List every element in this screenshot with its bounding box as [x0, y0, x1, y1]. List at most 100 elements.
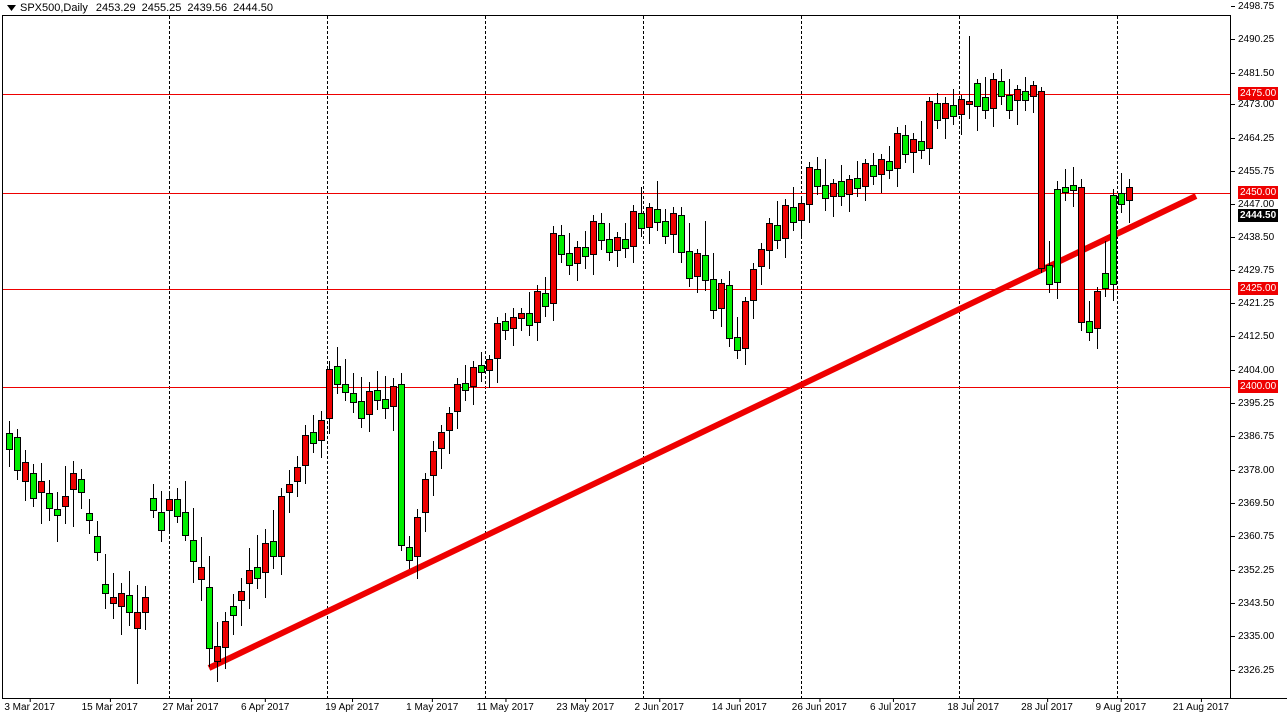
candle-body — [1086, 321, 1093, 333]
candle-body — [542, 293, 549, 307]
time-label: 21 Aug 2017 — [1172, 702, 1229, 713]
candle-body — [318, 420, 325, 441]
time-axis[interactable]: 3 Mar 2017 15 Mar 2017 27 Mar 2017 6 Apr 20… — [2, 698, 1287, 723]
time-axis-tick: 23 May 2017 — [556, 698, 614, 713]
candlestick-series — [3, 16, 1230, 698]
candle-body — [214, 646, 221, 662]
time-label: 6 Apr 2017 — [240, 702, 290, 713]
candle-body — [534, 291, 541, 323]
candle-wick — [385, 376, 386, 419]
candle-body — [1078, 187, 1085, 323]
time-axis-tick: 27 Mar 2017 — [162, 698, 219, 713]
candle-wick — [121, 583, 122, 635]
candle-body — [1046, 265, 1053, 285]
price-axis-current-label[interactable]: 2444.50 — [1231, 209, 1287, 222]
candle-body — [830, 183, 837, 197]
time-label: 11 May 2017 — [476, 702, 534, 713]
tick-mark — [1120, 698, 1122, 702]
candle-body — [438, 432, 445, 449]
price-axis-level-label[interactable]: 2400.00 — [1231, 380, 1287, 393]
candle-body — [198, 567, 205, 580]
tick-mark — [1231, 171, 1235, 172]
candle-body — [350, 393, 357, 403]
price-value: 2429.75 — [1238, 265, 1275, 276]
candle-body — [1062, 187, 1069, 193]
candle-body — [862, 163, 869, 187]
candle-body — [942, 103, 949, 119]
tick-mark — [1231, 138, 1235, 139]
candle-body — [758, 249, 765, 267]
tick-mark — [1231, 288, 1235, 289]
candle-body — [790, 207, 797, 223]
tick-mark — [1231, 73, 1235, 74]
tick-mark — [1231, 603, 1235, 604]
candle-body — [910, 139, 917, 153]
price-axis-tick: 2421.25 — [1231, 298, 1287, 309]
candle-body — [230, 606, 237, 616]
candle-body — [446, 413, 453, 431]
tick-mark — [1231, 370, 1235, 371]
chevron-down-icon[interactable] — [4, 1, 18, 15]
candle-body — [398, 384, 405, 546]
tick-mark — [1231, 470, 1235, 471]
candle-body — [926, 101, 933, 149]
time-label: 26 Jun 2017 — [791, 702, 847, 713]
price-axis[interactable]: 2498.75 2490.25 2481.50 2475.00 2473.00 2464.… — [1230, 1, 1287, 709]
tick-mark — [1231, 237, 1235, 238]
candle-body — [94, 536, 101, 553]
price-value: 2378.00 — [1238, 465, 1275, 476]
price-axis-level-label[interactable]: 2450.00 — [1231, 186, 1287, 199]
tick-mark — [265, 698, 267, 702]
candle-wick — [1033, 81, 1034, 113]
candle-body — [1038, 91, 1045, 269]
price-axis-tick: 2378.00 — [1231, 465, 1287, 476]
price-value: 2464.25 — [1238, 133, 1275, 144]
price-axis-tick: 2447.00 — [1231, 199, 1287, 210]
candle-body — [518, 313, 525, 319]
candle-wick — [185, 481, 186, 541]
price-value: 2400.00 — [1238, 380, 1279, 393]
candle-wick — [113, 573, 114, 619]
tick-mark — [1231, 336, 1235, 337]
price-axis-level-label[interactable]: 2475.00 — [1231, 87, 1287, 100]
candle-body — [854, 178, 861, 189]
candle-body — [430, 451, 437, 476]
candle-body — [1126, 187, 1133, 201]
candle-body — [822, 185, 829, 199]
candle-body — [310, 432, 317, 444]
price-value: 2352.25 — [1238, 565, 1275, 576]
price-axis-tick: 2498.75 — [1231, 1, 1287, 12]
chart-plot-area[interactable] — [2, 15, 1230, 698]
candle-body — [390, 386, 397, 407]
candle-wick — [1129, 179, 1130, 223]
candle-body — [622, 239, 629, 249]
candle-body — [494, 323, 501, 359]
price-axis-level-label[interactable]: 2425.00 — [1231, 282, 1287, 295]
tick-mark — [109, 698, 111, 702]
tick-mark — [1200, 698, 1202, 702]
time-axis-tick: 3 Mar 2017 — [4, 698, 55, 713]
candle-body — [630, 211, 637, 247]
tick-mark — [819, 698, 821, 702]
candle-body — [966, 101, 973, 105]
candle-body — [286, 484, 293, 493]
candle-wick — [657, 181, 658, 231]
candle-body — [710, 279, 717, 311]
candle-body — [478, 365, 485, 373]
candle-body — [30, 473, 37, 499]
candle-body — [1022, 91, 1029, 101]
candle-body — [918, 141, 925, 151]
candle-body — [990, 79, 997, 109]
candle-wick — [641, 187, 642, 237]
time-label: 9 Aug 2017 — [1095, 702, 1147, 713]
tick-mark — [432, 698, 434, 702]
time-axis-tick: 28 Jul 2017 — [1021, 698, 1073, 713]
tick-mark — [29, 698, 31, 702]
candle-body — [662, 221, 669, 237]
price-value: 2444.50 — [1238, 209, 1279, 222]
candle-body — [374, 390, 381, 401]
candle-body — [750, 269, 757, 301]
tick-mark — [585, 698, 587, 702]
price-level-line[interactable] — [3, 94, 1230, 95]
candle-wick — [65, 466, 66, 524]
